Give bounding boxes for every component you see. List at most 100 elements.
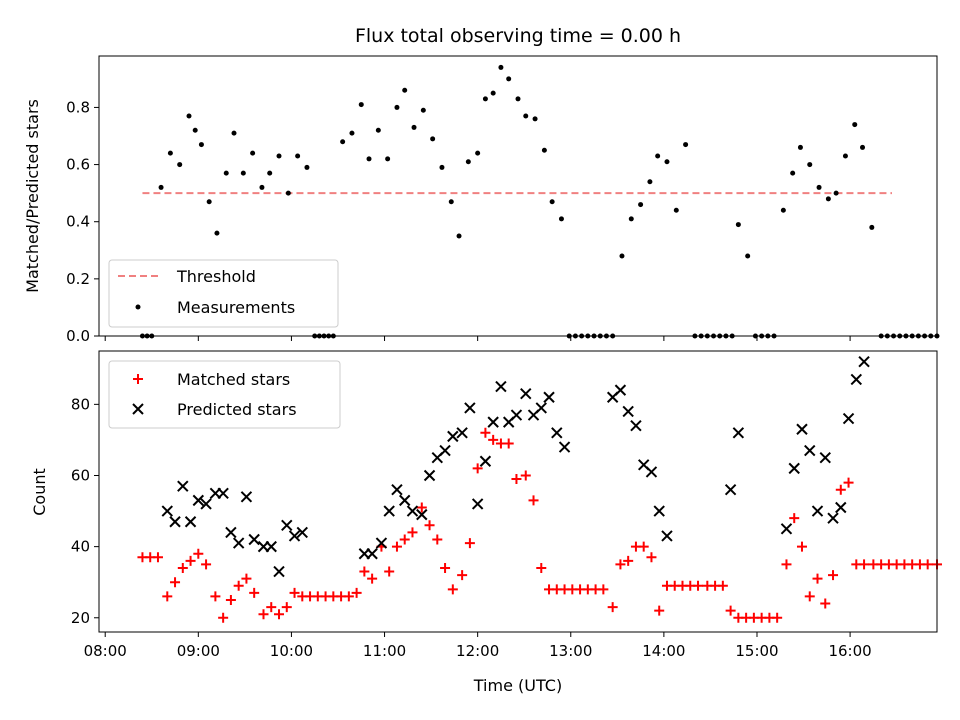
matched-star-point bbox=[796, 541, 807, 552]
matched-star-point bbox=[391, 541, 402, 552]
matched-star-point bbox=[503, 438, 514, 449]
measurement-point bbox=[638, 202, 644, 208]
measurement-point bbox=[402, 87, 408, 93]
x-tick-label: 13:00 bbox=[549, 642, 592, 660]
measurement-point bbox=[456, 233, 462, 239]
matched-star-point bbox=[233, 580, 244, 591]
predicted-star-point bbox=[391, 484, 403, 496]
bottom-y-axis-label: Count bbox=[30, 468, 49, 516]
predicted-star-point bbox=[399, 494, 411, 507]
matched-star-point bbox=[472, 463, 483, 474]
matched-star-point bbox=[922, 559, 933, 570]
predicted-star-point bbox=[535, 402, 547, 414]
measurement-point bbox=[192, 127, 198, 133]
matched-legend-swatch bbox=[133, 374, 143, 384]
matched-star-point bbox=[528, 495, 539, 506]
predicted-star-point bbox=[614, 384, 627, 396]
measurement-point bbox=[304, 164, 310, 170]
measurement-point bbox=[295, 153, 301, 159]
predicted-star-point bbox=[850, 373, 863, 386]
predicted-star-point bbox=[842, 412, 855, 425]
predicted-star-point bbox=[724, 484, 737, 496]
matched-star-point bbox=[654, 605, 665, 616]
measurement-point bbox=[673, 207, 679, 213]
measurement-point bbox=[259, 184, 265, 190]
matched-star-point bbox=[447, 584, 458, 595]
measurement-point bbox=[349, 130, 355, 136]
measurement-point bbox=[515, 96, 521, 102]
matched-star-point bbox=[804, 591, 815, 602]
predicted-star-point bbox=[169, 516, 181, 528]
measurement-point bbox=[842, 153, 848, 159]
predicted-star-point bbox=[520, 387, 532, 400]
predicted-star-point bbox=[296, 526, 309, 539]
measurement-point bbox=[735, 222, 741, 228]
predicted-star-point bbox=[288, 530, 301, 542]
measurement-point bbox=[285, 190, 291, 196]
matched-star-point bbox=[859, 559, 870, 570]
bottom-x-ticks: 08:00 09:00 10:00 11:00 12:00 13:00 14:00 15:00… bbox=[84, 632, 872, 660]
matched-star-point bbox=[520, 470, 531, 481]
measurement-point bbox=[385, 156, 391, 162]
predicted-star-point bbox=[804, 444, 816, 457]
top-y-tick-label: 0.2 bbox=[66, 270, 90, 288]
predicted-star-point bbox=[543, 391, 555, 403]
matched-star-point bbox=[201, 559, 212, 570]
matched-star-point bbox=[480, 427, 491, 438]
predicted-star-point bbox=[487, 416, 499, 428]
matched-star-point bbox=[218, 612, 229, 623]
predicted-star-point bbox=[471, 498, 484, 510]
predicted-star-point bbox=[464, 402, 476, 414]
measurement-point bbox=[231, 130, 237, 136]
measurement-point bbox=[167, 150, 173, 156]
x-tick-label: 12:00 bbox=[456, 642, 499, 660]
measurement-point bbox=[647, 179, 653, 185]
measurement-point bbox=[358, 102, 364, 108]
measurement-point bbox=[869, 224, 875, 230]
bottom-y-tick-label: 20 bbox=[71, 609, 90, 627]
predicted-star-point bbox=[630, 419, 642, 432]
predicted-star-point bbox=[495, 380, 507, 393]
measurement-point bbox=[240, 170, 246, 176]
predicted-star-point bbox=[375, 537, 388, 549]
predicted-star-point bbox=[653, 505, 665, 517]
bottom-plot-area bbox=[137, 355, 942, 623]
matched-legend-label: Matched stars bbox=[177, 370, 290, 389]
matched-star-point bbox=[152, 552, 163, 563]
measurement-point bbox=[797, 144, 803, 150]
matched-star-point bbox=[170, 577, 181, 588]
matched-star-point bbox=[210, 591, 221, 602]
matched-star-point bbox=[162, 591, 173, 602]
matched-star-point bbox=[623, 555, 634, 566]
measurement-point bbox=[807, 162, 813, 168]
measurement-point bbox=[498, 64, 504, 70]
matched-star-point bbox=[225, 594, 236, 605]
measurement-point bbox=[375, 127, 381, 133]
matched-star-point bbox=[693, 580, 704, 591]
measurement-point bbox=[158, 184, 164, 190]
matched-star-point bbox=[281, 602, 292, 613]
matched-star-point bbox=[289, 587, 300, 598]
top-panel: 0.00.20.40.60.8 Matched/Predicted stars … bbox=[23, 55, 940, 345]
predicted-star-point bbox=[265, 540, 277, 553]
measurement-point bbox=[790, 170, 796, 176]
predicted-star-point bbox=[232, 537, 245, 549]
matched-star-point bbox=[359, 566, 370, 577]
bottom-y-tick-label: 80 bbox=[71, 395, 90, 413]
measurement-point bbox=[683, 142, 689, 148]
matched-star-point bbox=[440, 562, 451, 573]
predicted-star-point bbox=[732, 427, 745, 439]
top-y-tick-label: 0.6 bbox=[66, 156, 90, 174]
measurement-point bbox=[411, 124, 417, 130]
predicted-star-point bbox=[281, 519, 293, 531]
measurement-point bbox=[366, 156, 372, 162]
measurement-point bbox=[198, 142, 204, 148]
predicted-star-point bbox=[383, 505, 395, 517]
measurement-point bbox=[206, 199, 212, 205]
bottom-y-ticks: 20 40 60 80 bbox=[71, 395, 99, 627]
top-y-ticks: 0.0 0.2 0.4 0.6 0.8 bbox=[66, 98, 99, 345]
measurement-point bbox=[250, 150, 256, 156]
predicted-star-point bbox=[200, 498, 212, 510]
x-tick-label: 09:00 bbox=[177, 642, 220, 660]
matched-star-point bbox=[646, 552, 657, 563]
